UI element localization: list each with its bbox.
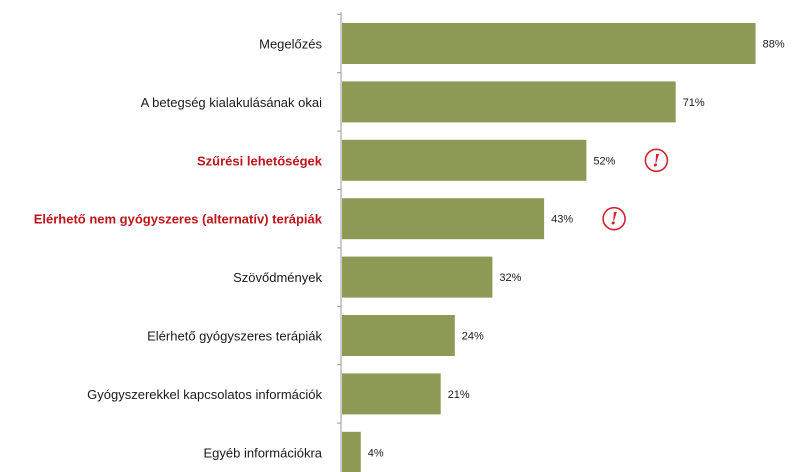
category-label: Elérhető gyógyszeres terápiák bbox=[147, 329, 322, 344]
value-label: 21% bbox=[448, 389, 470, 401]
bar bbox=[342, 81, 676, 123]
value-label: 4% bbox=[368, 447, 384, 459]
bar bbox=[342, 315, 455, 356]
bar bbox=[342, 198, 545, 240]
value-label: 32% bbox=[499, 272, 521, 284]
value-labels-group: 88% 71% 52% 43% 32% 24% 21% 4% bbox=[368, 39, 785, 460]
category-labels-group: Megelőzés A betegség kialakulásának okai S… bbox=[34, 37, 323, 461]
svg-text:!: ! bbox=[610, 210, 617, 230]
bar bbox=[342, 373, 441, 415]
warning-icons-group: !! bbox=[602, 148, 669, 231]
value-label: 71% bbox=[683, 97, 705, 109]
category-label: Elérhető nem gyógyszeres (alternatív) te… bbox=[34, 212, 323, 227]
bar bbox=[342, 139, 587, 181]
svg-text:!: ! bbox=[653, 151, 660, 171]
bar bbox=[342, 23, 756, 64]
bar bbox=[342, 431, 361, 472]
category-label: Gyógyszerekkel kapcsolatos információk bbox=[87, 387, 322, 402]
category-label: A betegség kialakulásának okai bbox=[141, 95, 323, 110]
value-label: 24% bbox=[462, 331, 484, 343]
value-label: 43% bbox=[551, 214, 573, 226]
category-label: Szűrési lehetőségek bbox=[197, 153, 323, 168]
value-label: 88% bbox=[763, 39, 785, 51]
category-label: Megelőzés bbox=[259, 37, 322, 52]
exclamation-circle-icon: ! bbox=[644, 148, 669, 173]
category-label: Szövődmények bbox=[233, 270, 322, 285]
category-label: Egyéb információkra bbox=[204, 445, 323, 460]
exclamation-circle-icon: ! bbox=[602, 206, 626, 231]
bars-group bbox=[337, 13, 756, 472]
value-label: 52% bbox=[593, 155, 615, 167]
bar bbox=[342, 256, 493, 298]
